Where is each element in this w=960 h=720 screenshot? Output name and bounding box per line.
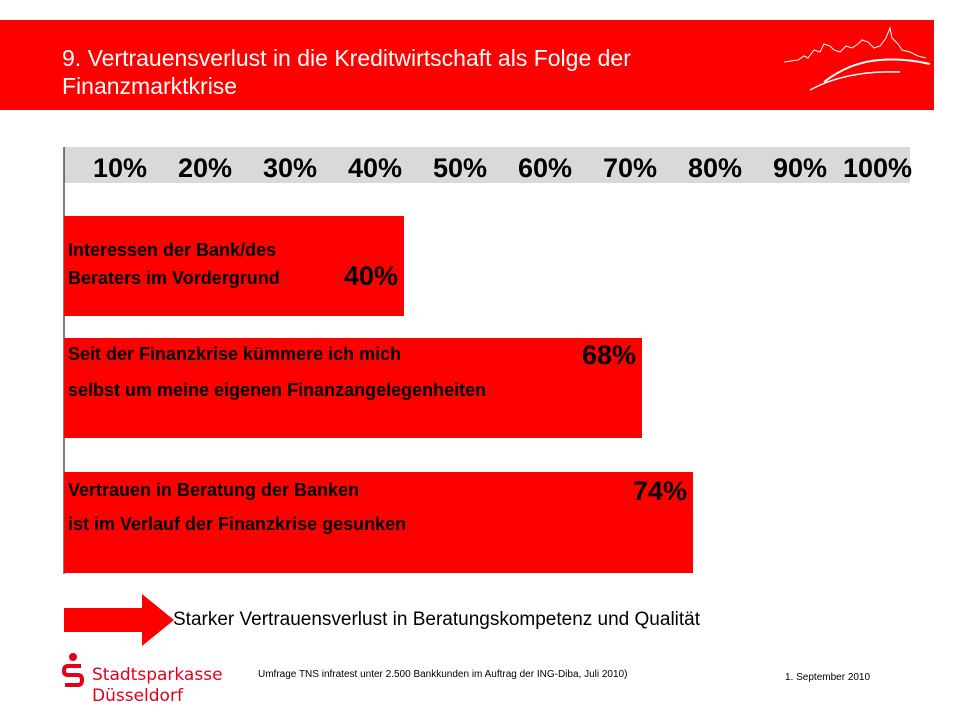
title-line-1: 9. Vertrauensverlust in die Kreditwirtsc… (62, 45, 631, 71)
bar (64, 472, 693, 573)
bars: Interessen der Bank/des Beraters im Vorde… (64, 216, 693, 573)
bar (64, 216, 404, 316)
city-skyline-icon (783, 26, 931, 91)
right-arrow-icon (64, 594, 174, 646)
scale-label: 60% (518, 153, 572, 183)
scale-labels: 10% 20% 30% 40% 50% 60% 70% 80% 90% 100% (93, 153, 912, 183)
scale-label: 80% (688, 153, 742, 183)
scale-label: 50% (433, 153, 487, 183)
logo-text-line-2: Düsseldorf (92, 686, 183, 706)
bar-label: ist im Verlauf der Finanzkrise gesunken (68, 514, 406, 534)
bar-value-label: 74% (633, 476, 687, 506)
bar (64, 338, 642, 438)
slide-title: 9. Vertrauensverlust in die Kreditwirtsc… (62, 44, 762, 100)
scale-label: 20% (178, 153, 232, 183)
bar-value-label: 68% (582, 340, 636, 370)
scale-band (64, 147, 910, 183)
scale-label: 30% (263, 153, 317, 183)
bar-label: Beraters im Vordergrund (68, 268, 280, 288)
bar-label: Interessen der Bank/des (68, 240, 276, 260)
scale-label: 40% (348, 153, 402, 183)
sparkasse-logo-icon (62, 653, 84, 687)
logo-text-line-1: Stadtsparkasse (92, 665, 223, 685)
title-line-2: Finanzmarktkrise (62, 73, 238, 99)
bar-label: Vertrauen in Beratung der Banken (68, 480, 359, 500)
source-note: Umfrage TNS infratest unter 2.500 Bankku… (258, 669, 628, 680)
scale-label: 70% (603, 153, 657, 183)
bar-label: selbst um meine eigenen Finanzangelegenh… (68, 380, 486, 400)
title-banner (0, 20, 934, 110)
bar-label: Seit der Finanzkrise kümmere ich mich (68, 344, 401, 364)
scale-label: 10% (93, 153, 147, 183)
bar-value-label: 40% (344, 261, 398, 291)
footer-date: 1. September 2010 (785, 672, 871, 683)
conclusion-text: Starker Vertrauensverlust in Beratungsko… (173, 609, 701, 630)
scale-label: 100% (843, 153, 912, 183)
scale-label: 90% (773, 153, 827, 183)
